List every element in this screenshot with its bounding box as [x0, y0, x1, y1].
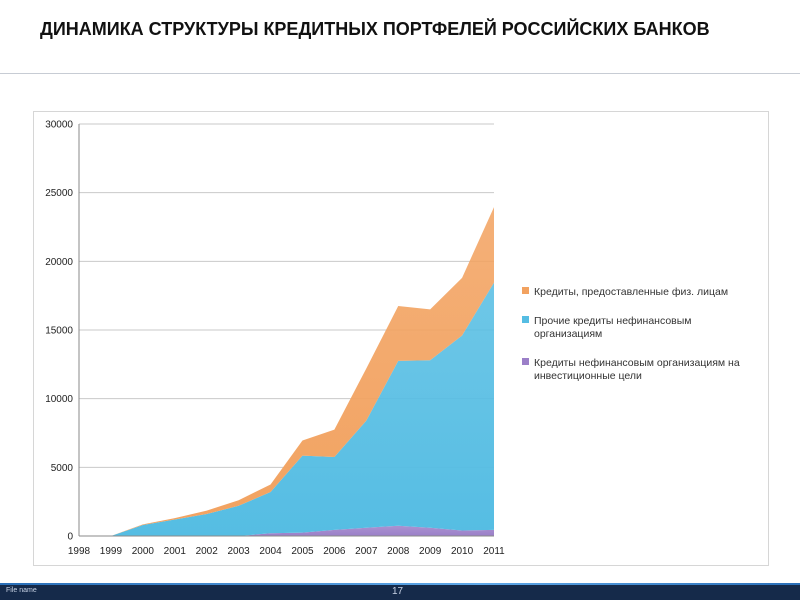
axes [78, 124, 494, 537]
chart-frame: 0 5000 10000 15000 20000 25000 30000 1998 1999 20… [33, 111, 769, 566]
slide-title: ДИНАМИКА СТРУКТУРЫ КРЕДИТНЫХ ПОРТФЕЛЕЙ Р… [40, 19, 710, 39]
legend-label: Прочие кредиты нефинансовым организациям [534, 315, 692, 340]
footer-file-name: File name [6, 587, 37, 594]
y-tick-label: 0 [67, 532, 73, 543]
x-tick-label: 2009 [419, 546, 442, 557]
grid-lines [79, 123, 494, 537]
x-tick-label: 2000 [132, 546, 155, 557]
legend-swatch [522, 316, 529, 323]
area-series-2 [79, 207, 494, 536]
legend-swatch [522, 358, 529, 365]
tick-labels: 0 5000 10000 15000 20000 25000 30000 1998 1999 20… [45, 120, 505, 558]
x-tick-label: 2003 [227, 546, 250, 557]
x-tick-label: 1998 [68, 546, 91, 557]
x-tick-label: 2004 [259, 546, 282, 557]
area-series [79, 207, 494, 536]
page-number: 17 [392, 586, 404, 597]
x-tick-label: 2011 [483, 546, 505, 557]
legend-label: Кредиты, предоставленные физ. лицам [534, 286, 728, 298]
x-tick-label: 2002 [196, 546, 219, 557]
title-divider [0, 73, 800, 74]
x-tick-label: 2007 [355, 546, 378, 557]
legend-label: Кредиты нефинансовым организациям на инве… [534, 357, 740, 382]
area-series-0 [79, 525, 494, 536]
y-tick-label: 5000 [51, 463, 74, 474]
footer-bar: File name 17 [0, 583, 800, 600]
x-tick-label: 2005 [291, 546, 314, 557]
x-tick-label: 2008 [387, 546, 410, 557]
y-tick-label: 10000 [45, 394, 73, 405]
y-tick-label: 25000 [45, 188, 73, 199]
stacked-area-chart: 0 5000 10000 15000 20000 25000 30000 1998 1999 20… [45, 120, 740, 558]
y-tick-label: 15000 [45, 326, 73, 337]
legend-swatch [522, 287, 529, 294]
area-series-1 [79, 282, 494, 536]
x-tick-label: 2010 [451, 546, 474, 557]
x-tick-label: 2001 [164, 546, 187, 557]
y-tick-label: 30000 [45, 120, 73, 131]
legend: Кредиты, предоставленные физ. лицам Прочи… [522, 286, 740, 382]
footer-accent-stripe [0, 583, 800, 585]
x-tick-label: 2006 [323, 546, 346, 557]
x-tick-label: 1999 [100, 546, 123, 557]
y-tick-label: 20000 [45, 257, 73, 268]
